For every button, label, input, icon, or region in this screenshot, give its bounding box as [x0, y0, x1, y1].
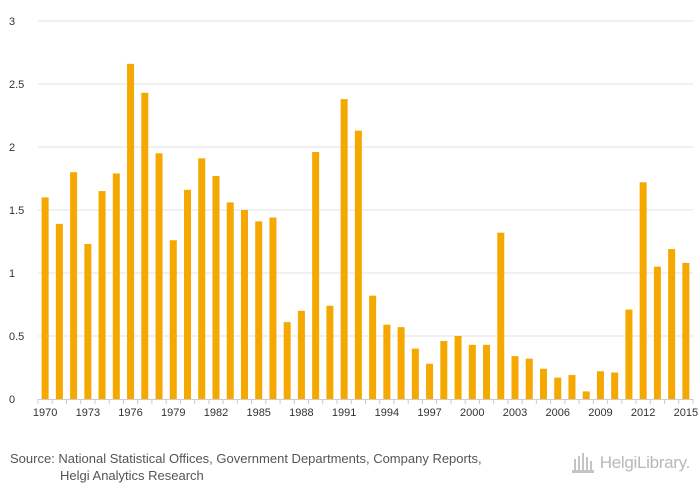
bar-2000: [468, 344, 476, 399]
x-tick-label: 2000: [460, 407, 484, 419]
bar-1975: [112, 173, 120, 399]
bar-1982: [212, 175, 220, 399]
y-tick-label: 0.5: [9, 331, 24, 343]
gridlines: [38, 20, 693, 337]
bar-1987: [283, 322, 291, 399]
bar-1990: [326, 305, 334, 399]
bar-1984: [240, 210, 248, 399]
bar-1985: [255, 221, 263, 399]
y-axis-ticks: 0 0.5 1 1.5 2 2.5 3: [9, 16, 24, 406]
bar-1995: [397, 327, 405, 399]
x-tick-label: 2015: [674, 407, 698, 419]
source-note: Source: National Statistical Offices, Go…: [10, 450, 550, 484]
x-tick-label: 2009: [588, 407, 612, 419]
y-tick-label: 3: [9, 16, 15, 28]
helgi-library-logo[interactable]: HelgiLibrary.: [570, 450, 690, 476]
bar-2006: [554, 377, 562, 399]
bar-1977: [141, 92, 149, 399]
x-tick-label: 1991: [332, 407, 356, 419]
bar-2002: [497, 232, 505, 399]
bar-2010: [611, 372, 619, 399]
x-tick-label: 1982: [204, 407, 228, 419]
source-line-2: Helgi Analytics Research: [60, 468, 204, 483]
x-tick-label: 1997: [417, 407, 441, 419]
x-tick-label: 2012: [631, 407, 655, 419]
bar-2008: [582, 391, 590, 399]
bar-1971: [55, 223, 63, 399]
y-tick-label: 2: [9, 142, 15, 154]
x-tick-label: 1994: [375, 407, 399, 419]
source-line-1: Source: National Statistical Offices, Go…: [10, 451, 482, 466]
bar-2012: [639, 182, 647, 399]
y-tick-label: 2.5: [9, 79, 24, 91]
y-tick-label: 1.5: [9, 205, 24, 217]
bar-2005: [539, 368, 547, 399]
bar-2003: [511, 356, 519, 399]
bar-2009: [596, 371, 604, 399]
bar-1993: [369, 295, 377, 399]
bar-1996: [411, 348, 419, 399]
x-tick-label: 1979: [161, 407, 185, 419]
bar-1979: [169, 240, 177, 399]
bar-1974: [98, 191, 106, 399]
bar-1976: [127, 63, 135, 400]
y-tick-label: 0: [9, 394, 15, 406]
x-tick-label: 1970: [33, 407, 57, 419]
x-tick-label: 2006: [545, 407, 569, 419]
x-tick-label: 1985: [246, 407, 270, 419]
y-tick-label: 1: [9, 268, 15, 280]
footer: Source: National Statistical Offices, Go…: [0, 440, 700, 500]
bar-1983: [226, 202, 234, 399]
x-tick-label: 1976: [118, 407, 142, 419]
bar-2011: [625, 309, 633, 399]
bar-1989: [312, 152, 320, 399]
bar-2001: [483, 344, 491, 399]
bar-2004: [525, 358, 533, 399]
bar-1991: [340, 99, 348, 400]
bar-chart: 00.511.522.53 1970 1973 1976 1979 1982 1985 19…: [9, 16, 698, 419]
bar-1980: [184, 189, 192, 399]
bar-2015: [682, 262, 690, 399]
bar-1992: [354, 130, 362, 399]
x-tick-label: 1973: [76, 407, 100, 419]
bar-2013: [653, 266, 661, 399]
bar-1998: [440, 341, 448, 399]
bar-1999: [454, 336, 462, 399]
x-tick-label: 1988: [289, 407, 313, 419]
bar-1972: [70, 172, 78, 399]
bar-1997: [426, 363, 434, 399]
bar-1981: [198, 158, 206, 399]
x-tick-label: 2003: [503, 407, 527, 419]
bar-1986: [269, 217, 277, 399]
bar-1978: [155, 153, 163, 399]
bars: [41, 63, 690, 400]
bar-1973: [84, 244, 92, 399]
bar-2014: [668, 249, 676, 399]
logo-text: HelgiLibrary.: [599, 453, 691, 472]
bar-1994: [383, 324, 391, 399]
library-building-icon: [571, 453, 594, 473]
bar-1970: [41, 197, 49, 399]
bar-1988: [297, 310, 305, 399]
bar-2007: [568, 375, 576, 399]
x-axis-ticks: 1970 1973 1976 1979 1982 1985 1988 1991 1994 1997…: [33, 399, 698, 419]
